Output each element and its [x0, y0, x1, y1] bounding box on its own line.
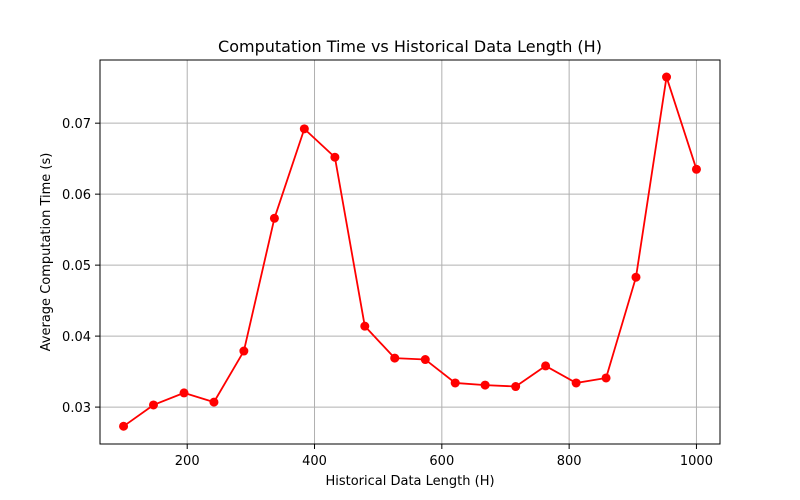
data-point	[209, 397, 219, 407]
data-point	[511, 382, 521, 392]
data-point	[119, 421, 129, 431]
tick-layer: 200 400 600 800 1000 0.03 0.04 0.05 0.06 0.07	[62, 117, 713, 469]
y-tick-label: 0.03	[62, 401, 91, 416]
y-axis-label: Average Computation Time (s)	[39, 153, 54, 352]
data-point	[299, 124, 309, 134]
x-tick-label: 400	[302, 454, 327, 469]
y-tick-label: 0.04	[62, 330, 91, 345]
data-point	[601, 373, 611, 383]
data-point	[631, 272, 641, 282]
series-line	[123, 76, 698, 427]
data-point	[269, 213, 279, 223]
data-point	[450, 378, 460, 388]
data-point	[390, 353, 400, 363]
data-point	[541, 361, 551, 371]
x-axis-label: Historical Data Length (H)	[325, 474, 494, 489]
data-point	[571, 378, 581, 388]
chart-title: Computation Time vs Historical Data Leng…	[218, 37, 602, 56]
y-tick-label: 0.06	[62, 188, 91, 203]
x-tick-label: 600	[429, 454, 454, 469]
data-point	[480, 380, 490, 390]
data-point	[420, 355, 430, 365]
x-tick-label: 1000	[680, 454, 713, 469]
data-point	[330, 152, 340, 162]
data-point	[179, 388, 189, 398]
data-point	[148, 400, 158, 410]
data-point	[691, 164, 701, 174]
series-layer	[119, 72, 701, 431]
y-tick-label: 0.05	[62, 259, 91, 274]
data-point	[360, 321, 370, 331]
x-tick-label: 800	[557, 454, 582, 469]
data-point	[662, 72, 672, 82]
y-tick-label: 0.07	[62, 117, 91, 132]
grid-layer	[100, 60, 720, 444]
plot-area-frame	[99, 59, 721, 445]
x-tick-label: 200	[175, 454, 200, 469]
data-point	[239, 346, 249, 356]
